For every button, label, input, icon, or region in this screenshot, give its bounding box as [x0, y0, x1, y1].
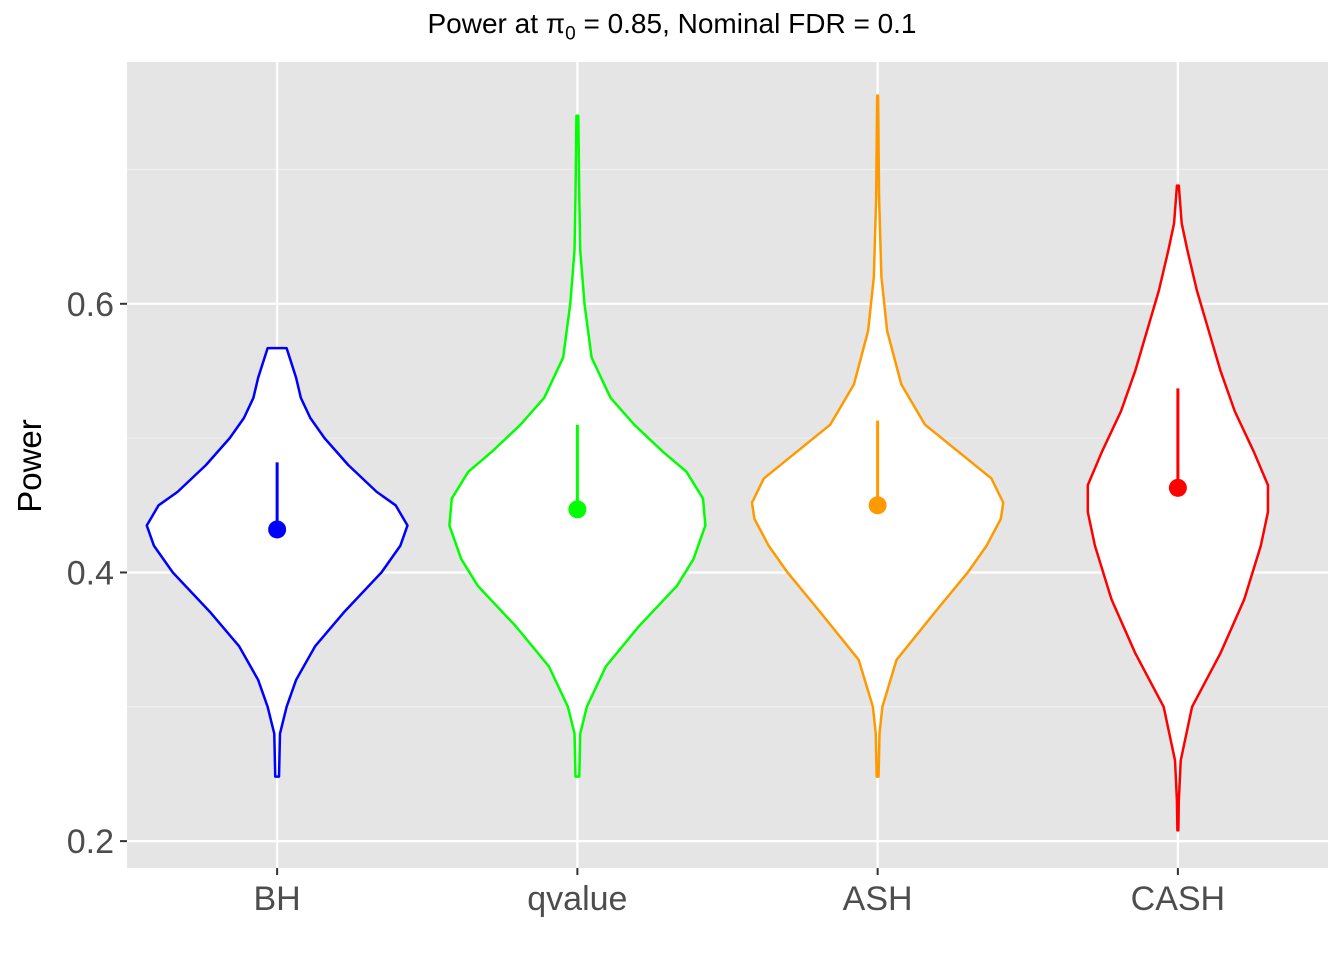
x-tick-label: BH — [254, 880, 301, 918]
violin-CASH — [1086, 184, 1270, 832]
chart-title-post: = 0.85, Nominal FDR = 0.1 — [575, 8, 917, 39]
x-tick-label: ASH — [843, 880, 913, 918]
x-tick-label: qvalue — [527, 880, 627, 918]
point-qvalue — [568, 500, 587, 519]
y-tick-label: 0.6 — [67, 286, 114, 324]
point-ASH — [868, 496, 887, 515]
point-CASH — [1168, 478, 1187, 497]
chart-title: Power at π0 = 0.85, Nominal FDR = 0.1 — [0, 8, 1344, 46]
chart-title-sub: 0 — [565, 23, 576, 45]
point-BH — [268, 520, 287, 539]
y-tick-label: 0.4 — [67, 554, 114, 592]
violin-BH — [145, 346, 409, 778]
chart-title-pre: Power at π — [427, 8, 566, 39]
x-tick-label: CASH — [1131, 880, 1225, 918]
y-tick-label: 0.2 — [67, 823, 114, 861]
